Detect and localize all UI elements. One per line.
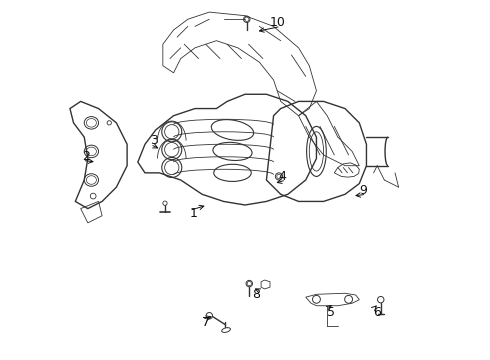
Text: 9: 9 [359,184,367,197]
Text: 3: 3 [150,134,158,147]
Text: 1: 1 [189,207,197,220]
Text: 6: 6 [373,306,381,319]
Text: 4: 4 [279,170,287,183]
Text: 10: 10 [269,16,285,29]
Text: 5: 5 [327,306,335,319]
Text: 2: 2 [82,150,90,163]
Text: 7: 7 [202,316,210,329]
Text: 8: 8 [252,288,260,301]
